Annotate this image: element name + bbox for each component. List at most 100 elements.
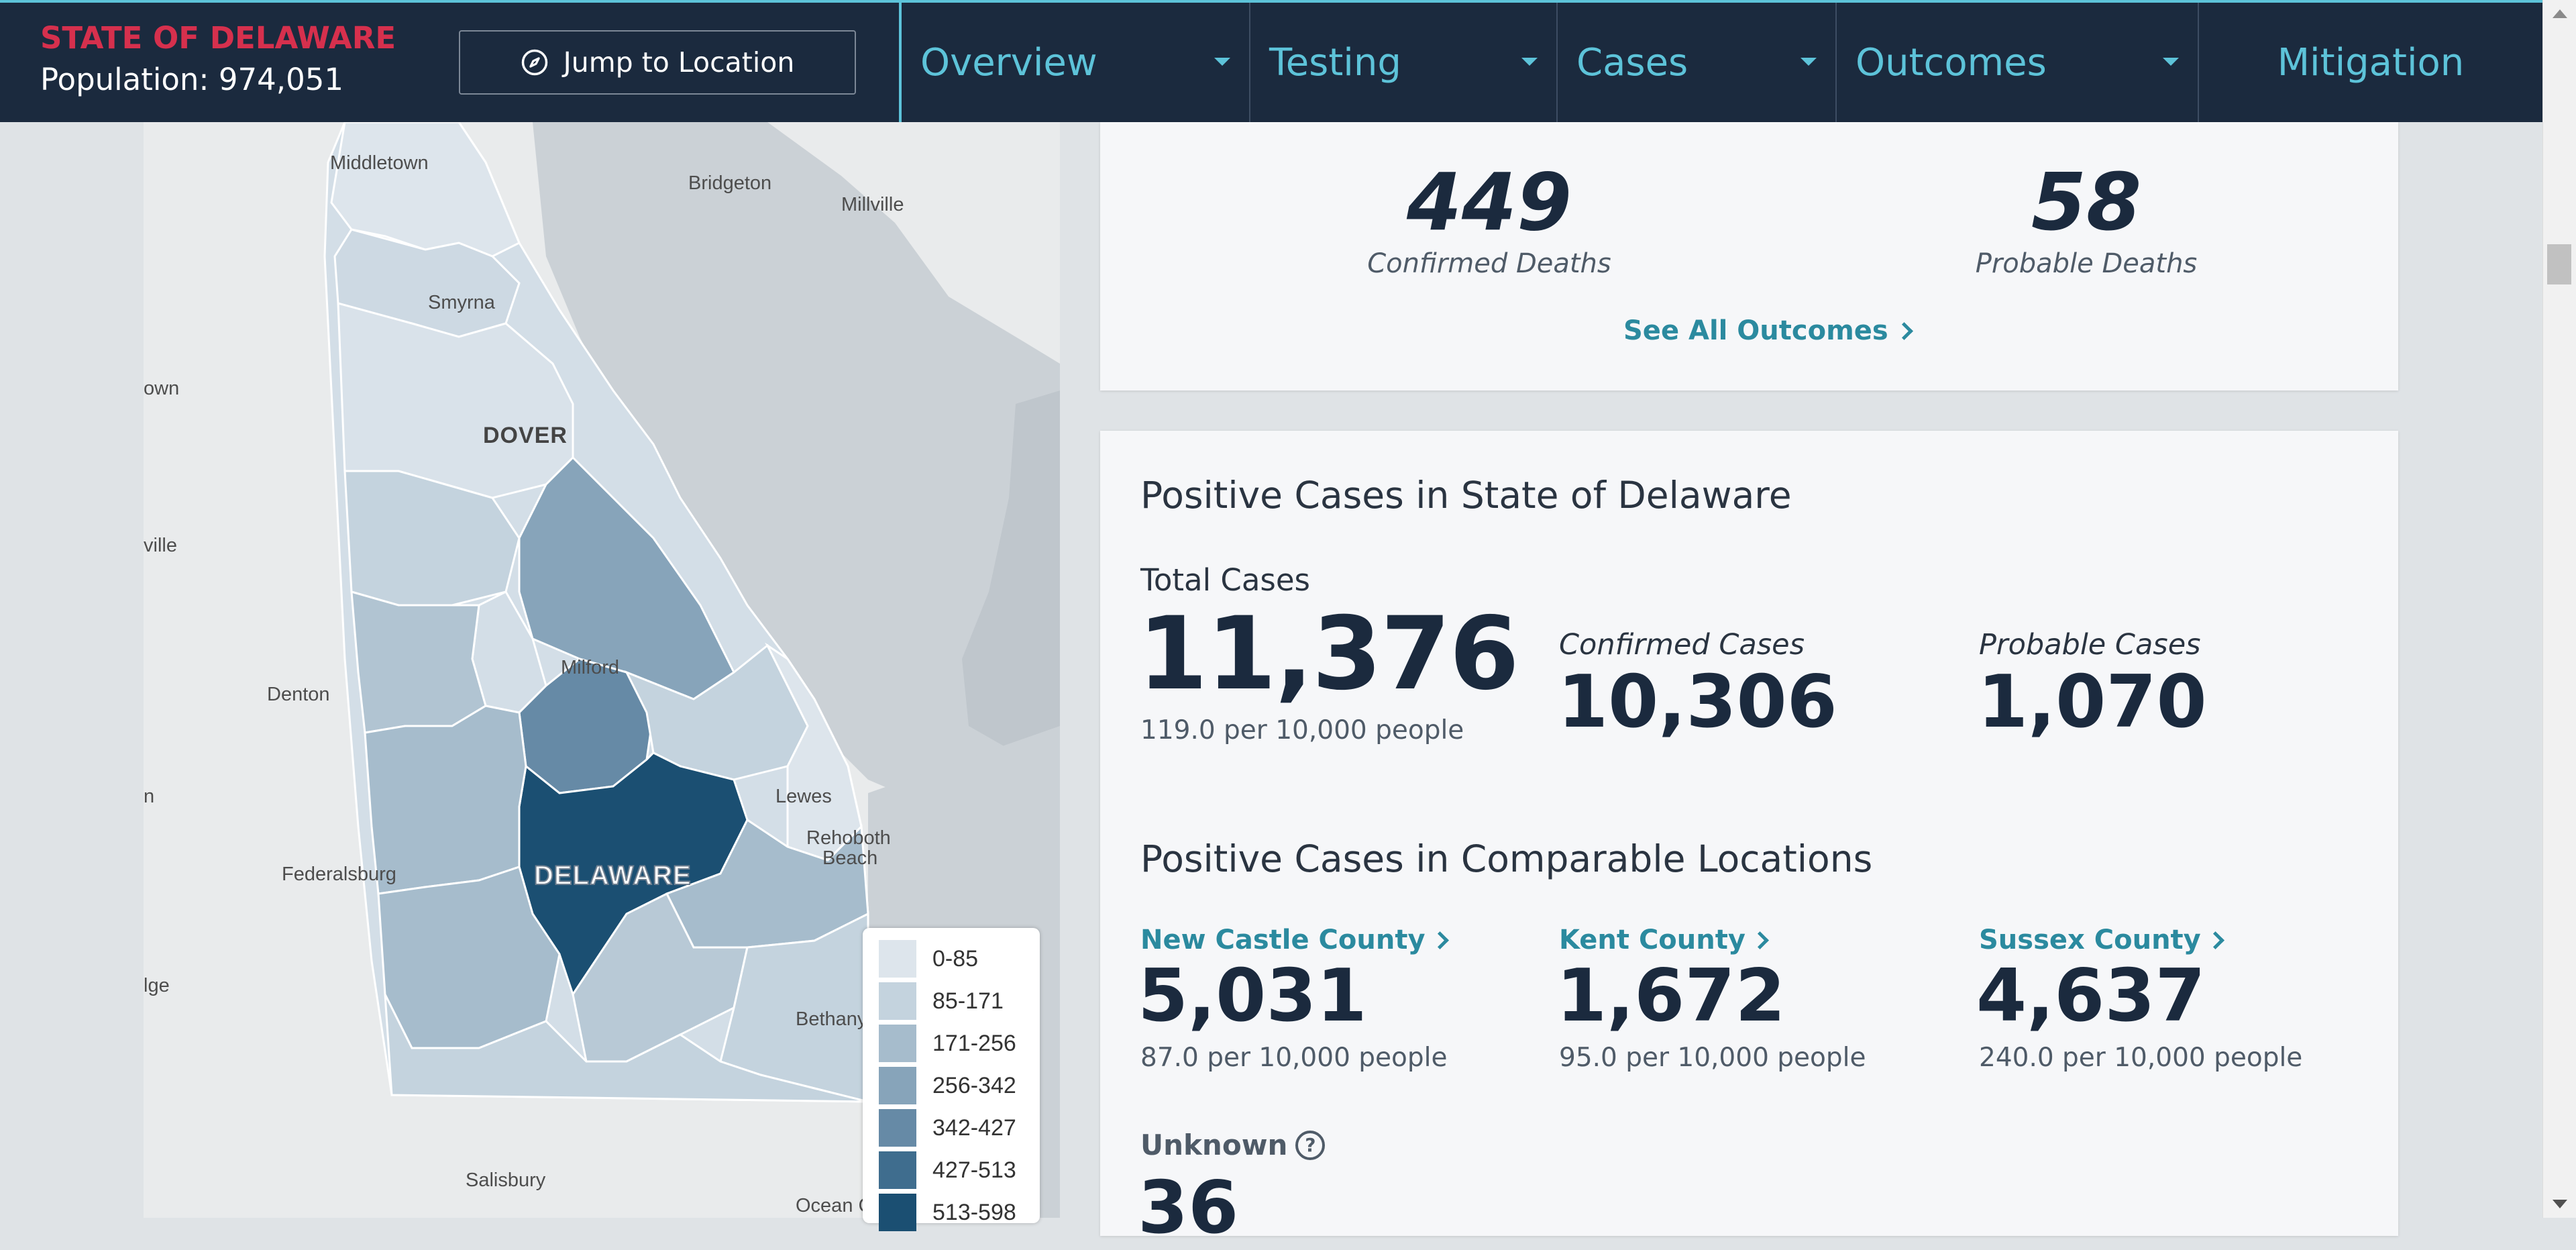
unknown-cases-label: Unknown ? xyxy=(1140,1129,1326,1161)
outcomes-card: 449 Confirmed Deaths 58 Probable Deaths … xyxy=(1100,122,2398,390)
place-label: lge xyxy=(144,975,170,996)
tab-cases[interactable]: Cases xyxy=(1556,3,1835,122)
top-header: STATE OF DELAWARE Population: 974,051 Ju… xyxy=(0,0,2542,122)
place-label: Milford xyxy=(561,657,619,678)
chevron-right-icon xyxy=(2206,931,2224,949)
scroll-down-arrow-icon[interactable] xyxy=(2553,1200,2567,1208)
tab-outcomes[interactable]: Outcomes xyxy=(1835,3,2198,122)
place-label: n xyxy=(144,786,154,807)
legend-label: 256-342 xyxy=(932,1072,1016,1098)
legend-label: 0-85 xyxy=(932,945,979,972)
zip-regions[interactable] xyxy=(330,122,869,1103)
map-canvas[interactable]: Middletown Bridgeton Millville Smyrna ow… xyxy=(144,122,1060,1218)
county-link-new-castle[interactable]: New Castle County xyxy=(1140,925,1449,955)
legend-item: 85-171 xyxy=(879,982,1004,1020)
place-label: Beach xyxy=(822,847,877,869)
place-label: ville xyxy=(144,535,177,556)
tab-outcomes-label: Outcomes xyxy=(1856,40,2047,85)
county-link-sussex[interactable]: Sussex County xyxy=(1979,925,2224,955)
county-cases-value: 4,637 xyxy=(1976,954,2206,1038)
jump-to-location-label: Jump to Location xyxy=(563,46,795,79)
legend-label: 427-513 xyxy=(932,1157,1016,1183)
county-cases-value: 5,031 xyxy=(1138,954,1367,1038)
legend-label: 342-427 xyxy=(932,1114,1016,1141)
place-label: Denton xyxy=(267,684,330,705)
county-cases-rate: 95.0 per 10,000 people xyxy=(1559,1043,1866,1073)
scroll-up-arrow-icon[interactable] xyxy=(2553,9,2567,18)
legend-swatch xyxy=(879,982,916,1020)
place-label: Lewes xyxy=(775,786,832,807)
legend-swatch xyxy=(879,1109,916,1147)
county-map[interactable]: Middletown Bridgeton Millville Smyrna ow… xyxy=(144,122,1060,1218)
see-all-outcomes-label: See All Outcomes xyxy=(1623,315,1888,346)
county-link-kent[interactable]: Kent County xyxy=(1559,925,1769,955)
place-label: Middletown xyxy=(330,152,429,174)
positive-cases-title: Positive Cases in State of Delaware xyxy=(1140,474,1792,517)
legend-item: 427-513 xyxy=(879,1151,1016,1189)
bay-shoal xyxy=(962,390,1060,753)
county-name: New Castle County xyxy=(1140,925,1426,955)
total-cases-label: Total Cases xyxy=(1140,562,1310,598)
county-cases-value: 1,672 xyxy=(1556,954,1786,1038)
region-delmar[interactable] xyxy=(384,994,869,1103)
total-cases-rate: 119.0 per 10,000 people xyxy=(1140,715,1464,745)
probable-deaths-value: 58 xyxy=(2031,156,2142,248)
place-label: DOVER xyxy=(483,423,568,448)
confirmed-cases-value: 10,306 xyxy=(1558,660,1837,744)
see-all-outcomes-link[interactable]: See All Outcomes xyxy=(1623,315,1913,346)
unknown-label-text: Unknown xyxy=(1140,1129,1288,1161)
jump-to-location-button[interactable]: Jump to Location xyxy=(459,30,856,95)
chevron-right-icon xyxy=(1894,321,1913,340)
place-label: Ocean C xyxy=(796,1195,872,1216)
legend-item: 513-598 xyxy=(879,1194,1016,1231)
county-name: Sussex County xyxy=(1979,925,2201,955)
total-cases-value: 11,376 xyxy=(1138,596,1519,713)
county-cases-rate: 240.0 per 10,000 people xyxy=(1979,1043,2303,1073)
tab-testing[interactable]: Testing xyxy=(1249,3,1556,122)
legend-item: 256-342 xyxy=(879,1067,1016,1104)
unknown-cases-value: 36 xyxy=(1138,1166,1239,1250)
place-label: Bridgeton xyxy=(688,172,771,194)
place-label: own xyxy=(144,378,179,399)
caret-down-icon xyxy=(1214,58,1230,66)
legend-swatch xyxy=(879,1025,916,1062)
legend-item: 171-256 xyxy=(879,1025,1016,1062)
map-legend: 0-85 85-171 171-256 256-342 342-427 427-… xyxy=(863,928,1040,1231)
probable-cases-label: Probable Cases xyxy=(1979,628,2201,662)
county-name: Kent County xyxy=(1559,925,1746,955)
caret-down-icon xyxy=(1801,58,1817,66)
legend-swatch xyxy=(879,940,916,978)
tab-testing-label: Testing xyxy=(1269,40,1401,85)
tab-cases-label: Cases xyxy=(1576,40,1688,85)
caret-down-icon xyxy=(1521,58,1538,66)
chevron-right-icon xyxy=(1430,931,1449,949)
tab-overview-label: Overview xyxy=(920,40,1097,85)
tab-mitigation[interactable]: Mitigation xyxy=(2198,3,2542,122)
legend-swatch xyxy=(879,1151,916,1189)
legend-label: 85-171 xyxy=(932,988,1004,1014)
tab-mitigation-label: Mitigation xyxy=(2277,40,2465,85)
legend-swatch xyxy=(879,1067,916,1104)
compass-icon xyxy=(521,49,547,76)
legend-item: 0-85 xyxy=(879,940,978,978)
chevron-right-icon xyxy=(1751,931,1769,949)
state-map-label: DELAWARE xyxy=(534,861,692,890)
scrollbar-thumb[interactable] xyxy=(2547,244,2571,284)
population-label: Population: 974,051 xyxy=(40,62,343,97)
state-title: STATE OF DELAWARE xyxy=(40,20,396,56)
help-icon[interactable]: ? xyxy=(1295,1130,1326,1160)
page-scrollbar[interactable] xyxy=(2542,0,2576,1218)
caret-down-icon xyxy=(2163,58,2179,66)
place-label: Federalsburg xyxy=(282,864,396,885)
county-cases-rate: 87.0 per 10,000 people xyxy=(1140,1043,1448,1073)
comparable-locations-title: Positive Cases in Comparable Locations xyxy=(1140,837,1873,880)
place-label: Millville xyxy=(841,194,904,215)
legend-item: 342-427 xyxy=(879,1109,1016,1147)
region-southwest-kent[interactable] xyxy=(350,590,487,734)
tab-overview[interactable]: Overview xyxy=(899,3,1249,122)
confirmed-cases-label: Confirmed Cases xyxy=(1559,628,1805,662)
place-label: Rehoboth xyxy=(806,827,891,849)
confirmed-deaths-label: Confirmed Deaths xyxy=(1367,248,1611,279)
legend-swatch xyxy=(879,1194,916,1231)
place-label: Salisbury xyxy=(466,1169,546,1191)
